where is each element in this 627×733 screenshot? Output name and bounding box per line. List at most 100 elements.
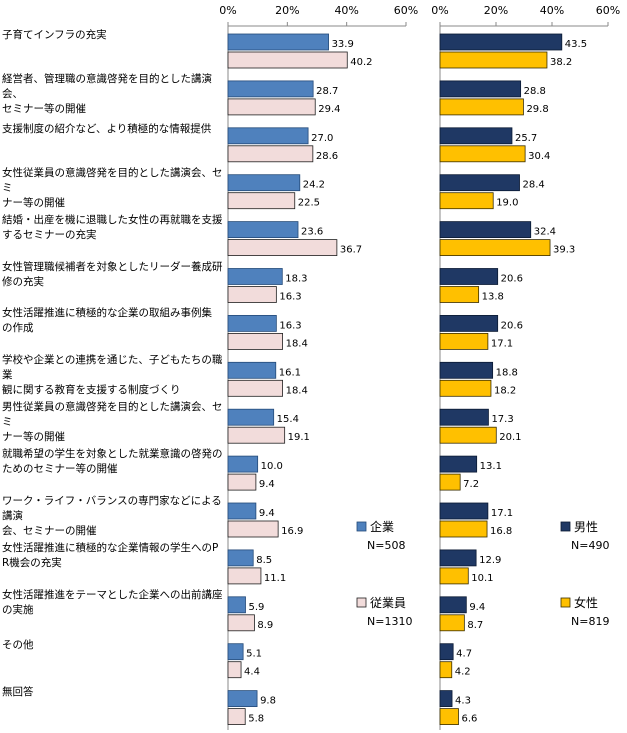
bar-0-0-12: [227, 596, 246, 614]
bar-1-0-8: [439, 408, 489, 426]
bar-label-0-1-8: 19.1: [288, 432, 310, 443]
category-label-5: 女性管理職候補者を対象としたリーダー養成研 修の充実: [2, 260, 223, 288]
x-tick-label-0-2: 40%: [334, 4, 358, 17]
bar-1-1-12: [439, 614, 465, 632]
legend-name-1-0: 男性: [574, 520, 598, 534]
bar-0-0-4: [227, 221, 299, 239]
bar-label-1-0-1: 28.8: [524, 86, 546, 97]
bar-label-1-1-6: 17.1: [491, 338, 513, 349]
category-label-13: その他: [2, 638, 34, 651]
bar-label-0-1-2: 28.6: [316, 151, 338, 162]
bar-0-1-9: [227, 473, 257, 491]
category-label-4: 結婚・出産を機に退職した女性の再就職を支援 するセミナーの充実: [2, 213, 223, 241]
bar-label-1-1-3: 19.0: [496, 198, 518, 209]
bar-label-1-0-0: 43.5: [565, 39, 587, 50]
bar-1-0-4: [439, 221, 532, 239]
bar-0-0-3: [227, 174, 301, 192]
category-label-1: 経営者、管理職の意識啓発を目的とした講演会、 セミナー等の開催: [2, 72, 212, 115]
x-tick-label-0-3: 60%: [394, 4, 418, 17]
bar-label-1-0-4: 32.4: [534, 227, 556, 238]
bar-label-0-1-7: 18.4: [286, 385, 308, 396]
bar-label-0-1-14: 5.8: [248, 714, 264, 725]
bar-1-1-6: [439, 332, 489, 350]
bar-0-0-13: [227, 643, 244, 661]
bar-label-1-0-2: 25.7: [515, 133, 537, 144]
bar-label-0-1-0: 40.2: [350, 57, 372, 68]
category-label-8: 男性従業員の意識啓発を目的とした講演会、セミ ナー等の開催: [2, 401, 223, 444]
bar-0-1-4: [227, 239, 338, 257]
legend-n-1-0: N=490: [571, 539, 609, 552]
bar-1-1-8: [439, 426, 497, 444]
bar-label-1-0-14: 4.3: [455, 696, 471, 707]
bar-label-0-1-1: 29.4: [318, 104, 340, 115]
legend-swatch-0-0: [356, 521, 367, 532]
bar-1-1-4: [439, 239, 551, 257]
legend-name-0-1: 従業員: [370, 596, 406, 610]
x-tick-label-1-1: 20%: [484, 4, 508, 17]
bar-0-1-10: [227, 520, 279, 538]
bar-1-0-0: [439, 33, 563, 51]
bar-1-1-1: [439, 98, 524, 116]
x-tick-label-0-0: 0%: [219, 4, 236, 17]
legend-n-1-1: N=819: [571, 615, 609, 628]
bar-0-1-8: [227, 426, 286, 444]
bar-1-0-10: [439, 502, 489, 520]
bar-1-1-9: [439, 473, 461, 491]
bar-label-1-1-0: 38.2: [550, 57, 572, 68]
bar-label-1-1-14: 6.6: [461, 714, 477, 725]
bar-label-1-1-12: 8.7: [467, 620, 483, 631]
bar-label-0-0-10: 9.4: [259, 508, 275, 519]
legend-swatch-1-0: [560, 521, 571, 532]
bar-label-0-0-12: 5.9: [249, 602, 265, 613]
bar-0-0-9: [227, 455, 259, 473]
bar-0-0-10: [227, 502, 257, 520]
bar-1-0-6: [439, 314, 499, 332]
bar-label-0-1-12: 8.9: [257, 620, 273, 631]
bar-label-0-1-13: 4.4: [244, 667, 260, 678]
bar-label-1-0-10: 17.1: [491, 508, 513, 519]
bar-label-0-1-5: 16.3: [279, 292, 301, 303]
bar-label-0-0-7: 16.1: [279, 367, 301, 378]
bar-1-0-13: [439, 643, 454, 661]
bar-1-0-11: [439, 549, 477, 567]
bar-label-0-0-2: 27.0: [311, 133, 333, 144]
bar-label-0-1-11: 11.1: [264, 573, 286, 584]
bar-label-0-1-4: 36.7: [340, 245, 362, 256]
bar-1-1-5: [439, 286, 480, 303]
bar-label-0-0-1: 28.7: [316, 86, 338, 97]
bar-label-0-1-3: 22.5: [298, 198, 320, 209]
bar-label-1-1-10: 16.8: [490, 526, 512, 537]
bar-0-1-1: [227, 98, 316, 116]
bar-0-1-5: [227, 286, 277, 303]
legend-n-0-0: N=508: [367, 539, 405, 552]
bar-label-1-0-9: 13.1: [480, 461, 502, 472]
category-label-6: 女性活躍推進に積極的な企業の取組み事例集 の作成: [2, 307, 212, 335]
bar-0-0-8: [227, 408, 275, 426]
bar-label-0-0-3: 24.2: [303, 180, 325, 191]
bar-0-0-5: [227, 268, 283, 285]
bar-label-1-0-7: 18.8: [496, 367, 518, 378]
bar-label-1-1-9: 7.2: [463, 479, 479, 490]
category-label-3: 女性従業員の意識啓発を目的とした講演会、セミ ナー等の開催: [2, 166, 223, 209]
category-label-11: 女性活躍推進に積極的な企業情報の学生へのP R機会の充実: [2, 541, 219, 569]
bar-label-0-1-6: 18.4: [286, 338, 308, 349]
bar-0-0-1: [227, 80, 314, 98]
bar-0-1-12: [227, 614, 255, 632]
bar-label-1-1-11: 10.1: [471, 573, 493, 584]
x-tick-label-0-1: 20%: [275, 4, 299, 17]
x-tick-label-1-0: 0%: [431, 4, 448, 17]
bar-1-0-2: [439, 127, 513, 145]
bar-0-0-2: [227, 127, 309, 145]
bar-label-0-0-14: 9.8: [260, 696, 276, 707]
bar-1-0-7: [439, 361, 494, 379]
bar-0-1-6: [227, 332, 283, 350]
bar-1-0-14: [439, 690, 453, 707]
bar-label-0-0-8: 15.4: [277, 414, 299, 425]
bar-0-0-7: [227, 361, 277, 379]
bar-1-0-12: [439, 596, 467, 614]
legend-name-0-0: 企業: [370, 519, 394, 534]
bar-label-1-1-1: 29.8: [526, 104, 548, 115]
bar-1-0-1: [439, 80, 522, 98]
legend-n-0-1: N=1310: [367, 615, 412, 628]
